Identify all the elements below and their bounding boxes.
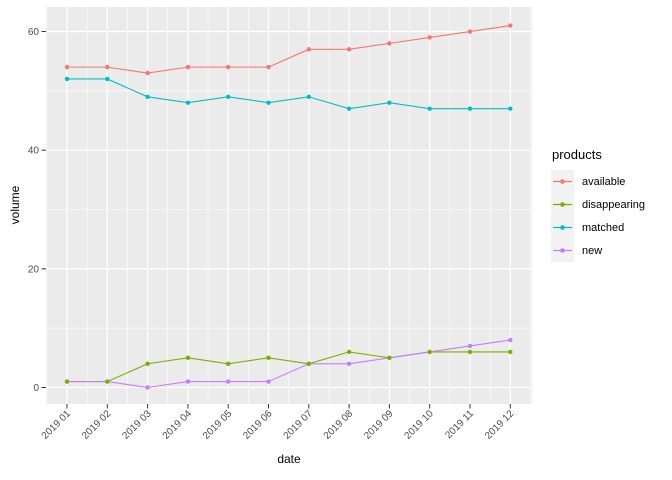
legend-title: products: [552, 147, 602, 162]
data-point-disappearing: [306, 361, 311, 366]
data-point-matched: [226, 94, 231, 99]
x-axis-title: date: [277, 452, 301, 466]
data-point-matched: [185, 100, 191, 105]
legend: products available disappearing matched …: [551, 147, 645, 262]
series-line-disappearing: [67, 351, 511, 383]
data-point-matched: [266, 100, 271, 105]
data-point-available: [145, 70, 150, 76]
series-line-available: [67, 25, 511, 74]
data-point-matched: [64, 76, 70, 82]
data-point-disappearing: [427, 349, 432, 355]
x-tick-label: 2019 12: [483, 408, 517, 442]
legend-key-disappearing: [551, 193, 574, 216]
x-tick-label: 2019 05: [201, 408, 235, 442]
x-tick-label: 2019 07: [282, 408, 316, 442]
data-point-disappearing: [105, 379, 110, 384]
data-point-disappearing: [266, 355, 271, 361]
data-point-matched: [145, 94, 150, 99]
data-point-disappearing: [185, 355, 191, 361]
data-point-available: [467, 29, 473, 34]
x-tick-label: 2019 10: [402, 408, 436, 442]
data-point-new: [508, 337, 513, 343]
y-tick-label: 60: [28, 27, 40, 38]
data-point-matched: [306, 94, 311, 99]
y-tick-label: 20: [28, 264, 40, 275]
data-point-matched: [467, 106, 473, 111]
panel-background: [46, 7, 532, 404]
data-point-new: [226, 379, 231, 384]
data-point-available: [306, 47, 311, 52]
data-point-available: [266, 64, 271, 70]
legend-item-available: available: [551, 170, 645, 193]
legend-label-disappearing: disappearing: [582, 198, 645, 211]
data-point-available: [226, 64, 231, 70]
data-point-disappearing: [64, 379, 70, 384]
data-point-new: [346, 361, 352, 366]
data-point-new: [266, 379, 271, 384]
legend-key-available: [551, 170, 574, 193]
x-tick-label: 2019 02: [80, 408, 114, 442]
data-point-matched: [508, 106, 513, 111]
legend-label-new: new: [582, 244, 603, 257]
legend-key-new: [551, 239, 574, 262]
data-point-disappearing: [387, 355, 392, 361]
x-tick-label: 2019 06: [241, 408, 275, 442]
y-tick-label: 0: [33, 383, 39, 394]
data-point-available: [105, 64, 110, 70]
x-tick-label: 2019 11: [443, 408, 476, 441]
x-tick-label: 2019 08: [322, 408, 356, 442]
data-point-disappearing: [467, 349, 473, 355]
y-axis-title: volume: [8, 185, 22, 225]
legend-key-matched: [551, 216, 574, 239]
data-point-new: [185, 379, 191, 384]
data-point-matched: [346, 106, 352, 111]
y-tick-label: 40: [28, 146, 40, 157]
series-line-new: [67, 339, 511, 389]
data-point-available: [387, 41, 392, 46]
data-point-disappearing: [346, 349, 352, 355]
x-tick-label: 2019 04: [161, 408, 195, 442]
x-tick-label: 2019 03: [120, 408, 154, 442]
data-point-new: [145, 385, 150, 390]
data-point-available: [508, 23, 513, 28]
data-point-new: [467, 343, 473, 349]
data-point-available: [185, 64, 191, 70]
series-line-matched: [67, 78, 511, 110]
legend-item-disappearing: disappearing: [551, 193, 645, 216]
data-point-available: [346, 47, 352, 52]
data-point-matched: [427, 106, 432, 111]
data-point-disappearing: [145, 361, 150, 366]
x-tick-label: 2019 09: [362, 408, 396, 442]
data-point-available: [64, 64, 70, 70]
x-tick-label: 2019 01: [40, 408, 74, 442]
legend-item-new: new: [551, 239, 645, 262]
data-point-matched: [387, 100, 392, 105]
data-point-available: [427, 35, 432, 40]
data-point-disappearing: [508, 349, 513, 355]
data-point-matched: [105, 76, 110, 82]
legend-item-matched: matched: [551, 216, 645, 239]
legend-label-matched: matched: [582, 221, 625, 234]
data-point-disappearing: [226, 361, 231, 366]
legend-label-available: available: [582, 175, 626, 188]
